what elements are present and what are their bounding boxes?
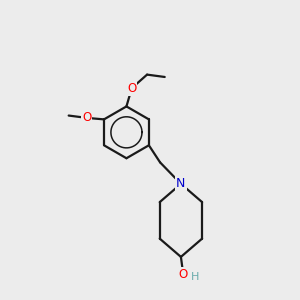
Text: H: H [191,272,199,283]
Text: O: O [82,111,92,124]
Text: O: O [178,268,188,281]
Text: O: O [127,82,136,95]
Text: N: N [176,177,186,190]
